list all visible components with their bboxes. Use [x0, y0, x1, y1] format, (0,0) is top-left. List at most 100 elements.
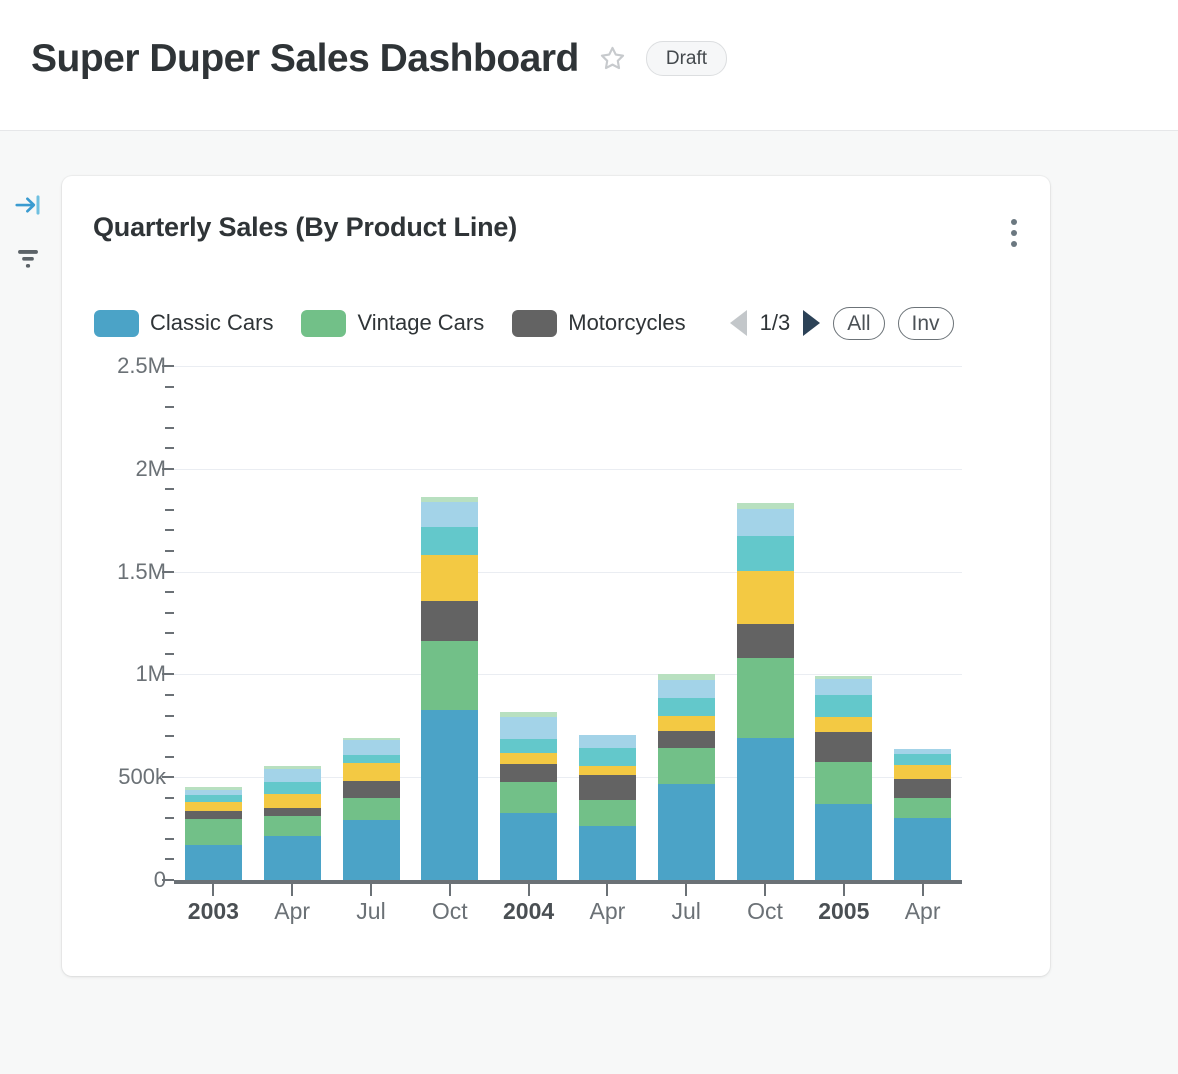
bar-segment[interactable]	[894, 818, 952, 880]
bar-segment[interactable]	[184, 819, 242, 846]
bar-stack[interactable]	[736, 502, 794, 880]
chart-card: Quarterly Sales (By Product Line) Classi…	[62, 176, 1050, 976]
bar-segment[interactable]	[657, 730, 715, 749]
bar-segment[interactable]	[657, 784, 715, 880]
bar-segment[interactable]	[342, 762, 400, 782]
bar-segment[interactable]	[736, 570, 794, 625]
bar-segment[interactable]	[263, 816, 321, 836]
bar-segment[interactable]	[815, 732, 873, 762]
bar-segment[interactable]	[500, 813, 558, 880]
bar-segment[interactable]	[894, 753, 952, 765]
bar-stack[interactable]	[815, 675, 873, 880]
bar-stack[interactable]	[657, 674, 715, 880]
bar-segment[interactable]	[342, 797, 400, 821]
bar-segment[interactable]	[578, 735, 636, 749]
bar-segment[interactable]	[578, 799, 636, 826]
legend-item-motorcycles[interactable]: Motorcycles	[512, 309, 686, 337]
bar-segment[interactable]	[657, 698, 715, 716]
legend-label-vintage-cars: Vintage Cars	[357, 310, 485, 335]
bar-stack[interactable]	[421, 496, 479, 880]
bar-segment[interactable]	[263, 835, 321, 880]
bar-segment[interactable]	[894, 779, 952, 798]
bar-segment[interactable]	[736, 624, 794, 658]
bar-segment[interactable]	[578, 765, 636, 776]
bar-segment[interactable]	[815, 675, 873, 679]
legend-item-classic-cars[interactable]: Classic Cars	[94, 309, 273, 337]
bar-segment[interactable]	[500, 716, 558, 740]
legend-label-motorcycles: Motorcycles	[568, 310, 686, 335]
bar-segment[interactable]	[736, 657, 794, 739]
bar-segment[interactable]	[657, 748, 715, 785]
bar-segment[interactable]	[184, 789, 242, 795]
bar-segment[interactable]	[184, 786, 242, 790]
x-axis-label: 2005	[818, 898, 870, 924]
inv-button[interactable]: Inv	[897, 306, 954, 340]
bar-segment[interactable]	[736, 738, 794, 880]
bar-segment[interactable]	[815, 678, 873, 696]
bar-segment[interactable]	[657, 674, 715, 680]
bar-segment[interactable]	[500, 782, 558, 814]
bar-segment[interactable]	[263, 782, 321, 794]
arrow-to-bar-right-icon[interactable]	[12, 189, 44, 221]
bar-segment[interactable]	[421, 496, 479, 502]
bar-segment[interactable]	[342, 754, 400, 763]
bar-segment[interactable]	[500, 739, 558, 753]
bar-segment[interactable]	[736, 508, 794, 536]
bar-stack[interactable]	[263, 765, 321, 880]
filter-funnel-icon[interactable]	[12, 241, 44, 273]
bar-segment[interactable]	[184, 794, 242, 802]
bar-segment[interactable]	[657, 715, 715, 731]
bar-segment[interactable]	[263, 765, 321, 769]
bar-segment[interactable]	[263, 793, 321, 809]
bar-segment[interactable]	[342, 740, 400, 755]
bar-segment[interactable]	[894, 749, 952, 754]
y-tick-minor	[165, 735, 174, 738]
bar-stack[interactable]	[894, 749, 952, 880]
y-tick-minor	[165, 796, 174, 799]
bar-segment[interactable]	[815, 803, 873, 880]
x-axis-label: Apr	[274, 898, 311, 924]
bar-segment[interactable]	[421, 555, 479, 602]
bar-segment[interactable]	[736, 502, 794, 509]
triangle-right-icon[interactable]	[803, 310, 821, 336]
bar-segment[interactable]	[421, 601, 479, 641]
bar-segment[interactable]	[578, 775, 636, 800]
bar-segment[interactable]	[657, 679, 715, 699]
bar-stack[interactable]	[184, 786, 242, 880]
bar-segment[interactable]	[421, 501, 479, 528]
bar-segment[interactable]	[263, 769, 321, 783]
kebab-menu-icon[interactable]	[1003, 216, 1025, 250]
bar-segment[interactable]	[500, 752, 558, 764]
bar-stack[interactable]	[578, 735, 636, 880]
bar-segment[interactable]	[578, 825, 636, 880]
bar-segment[interactable]	[421, 640, 479, 711]
legend-item-vintage-cars[interactable]: Vintage Cars	[301, 309, 485, 337]
bar-segment[interactable]	[184, 845, 242, 880]
bar-stack[interactable]	[342, 738, 400, 880]
bar-segment[interactable]	[815, 716, 873, 732]
bar-segment[interactable]	[342, 781, 400, 798]
bar-segment[interactable]	[263, 808, 321, 817]
bar-segment[interactable]	[500, 712, 558, 717]
bar-stack[interactable]	[500, 712, 558, 880]
bar-segment[interactable]	[736, 535, 794, 571]
bar-segment[interactable]	[894, 764, 952, 780]
x-axis-label: Oct	[431, 898, 468, 924]
bar-segment[interactable]	[894, 797, 952, 819]
bar-segment[interactable]	[815, 761, 873, 804]
all-button[interactable]: All	[833, 306, 885, 340]
bar-segment[interactable]	[184, 811, 242, 820]
bar-segment[interactable]	[421, 527, 479, 556]
y-tick-minor	[165, 488, 174, 491]
star-outline-icon[interactable]	[599, 45, 626, 72]
y-tick-minor	[165, 714, 174, 717]
bar-segment[interactable]	[184, 801, 242, 812]
bar-segment[interactable]	[342, 820, 400, 880]
bar-segment[interactable]	[500, 763, 558, 783]
bar-segment[interactable]	[578, 748, 636, 766]
bar-segment[interactable]	[342, 738, 400, 741]
bar-segment[interactable]	[421, 710, 479, 880]
bar-segment[interactable]	[815, 695, 873, 717]
triangle-left-icon[interactable]	[729, 310, 747, 336]
y-tick-major	[162, 467, 174, 470]
